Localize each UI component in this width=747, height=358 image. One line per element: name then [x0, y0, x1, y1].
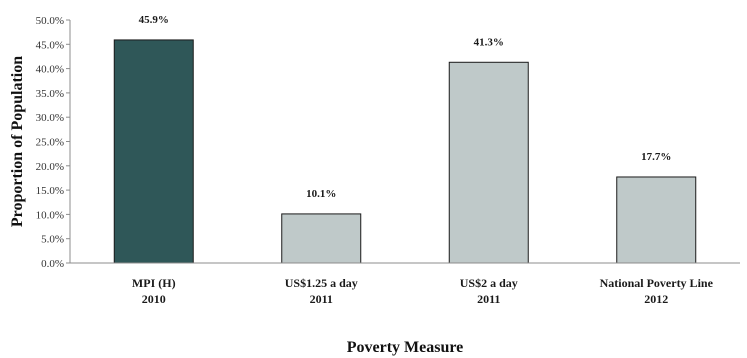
y-axis-title: Proportion of Population — [9, 56, 26, 227]
bar-data-label: 17.7% — [641, 151, 671, 163]
x-category-label: US$2 a day 2011 — [460, 276, 518, 306]
x-category-label-line: 2012 — [644, 292, 668, 306]
bars-group — [113, 39, 697, 264]
y-tick-label: 50.0% — [36, 15, 64, 27]
y-tick-label: 0.0% — [41, 258, 64, 270]
y-tick-label: 5.0% — [41, 234, 64, 246]
y-tick-label: 40.0% — [36, 64, 64, 76]
x-category-label-line: 2011 — [477, 292, 500, 306]
x-category-label-line: National Poverty Line — [600, 276, 714, 290]
axes-group — [69, 20, 740, 264]
bar-data-label: 45.9% — [139, 14, 169, 26]
x-category-label-line: MPI (H) — [132, 276, 176, 290]
y-tick-label: 15.0% — [36, 185, 64, 197]
y-tick-label: 45.0% — [36, 39, 64, 51]
bar-data-label: 10.1% — [306, 188, 336, 200]
data-labels-group: 45.9% 10.1% 41.3% 17.7% — [139, 14, 672, 200]
x-category-label: MPI (H) 2010 — [132, 276, 176, 306]
x-category-label: US$1.25 a day 2011 — [285, 276, 358, 306]
bar — [616, 176, 697, 264]
x-category-label-line: US$2 a day — [460, 276, 518, 290]
y-tick-label: 30.0% — [36, 112, 64, 124]
y-tick-label: 20.0% — [36, 161, 64, 173]
bar — [448, 61, 529, 264]
x-category-label-line: 2011 — [310, 292, 333, 306]
x-category-label-line: US$1.25 a day — [285, 276, 358, 290]
bar — [113, 39, 194, 264]
y-tick-label: 10.0% — [36, 209, 64, 221]
bar-data-label: 41.3% — [474, 36, 504, 48]
x-category-label: National Poverty Line 2012 — [600, 276, 714, 306]
y-tick-label: 35.0% — [36, 88, 64, 100]
x-category-label-line: 2010 — [142, 292, 166, 306]
bar — [281, 213, 362, 264]
x-axis-category-labels: MPI (H) 2010 US$1.25 a day 2011 US$2 a day 20… — [132, 276, 714, 306]
y-tick-label: 25.0% — [36, 137, 64, 149]
x-axis-title: Poverty Measure — [347, 339, 464, 356]
y-axis-ticks: 0.0% 5.0% 10.0% 15.0% 20.0% 25.0% 30.0% 35.0% 40… — [36, 15, 70, 270]
